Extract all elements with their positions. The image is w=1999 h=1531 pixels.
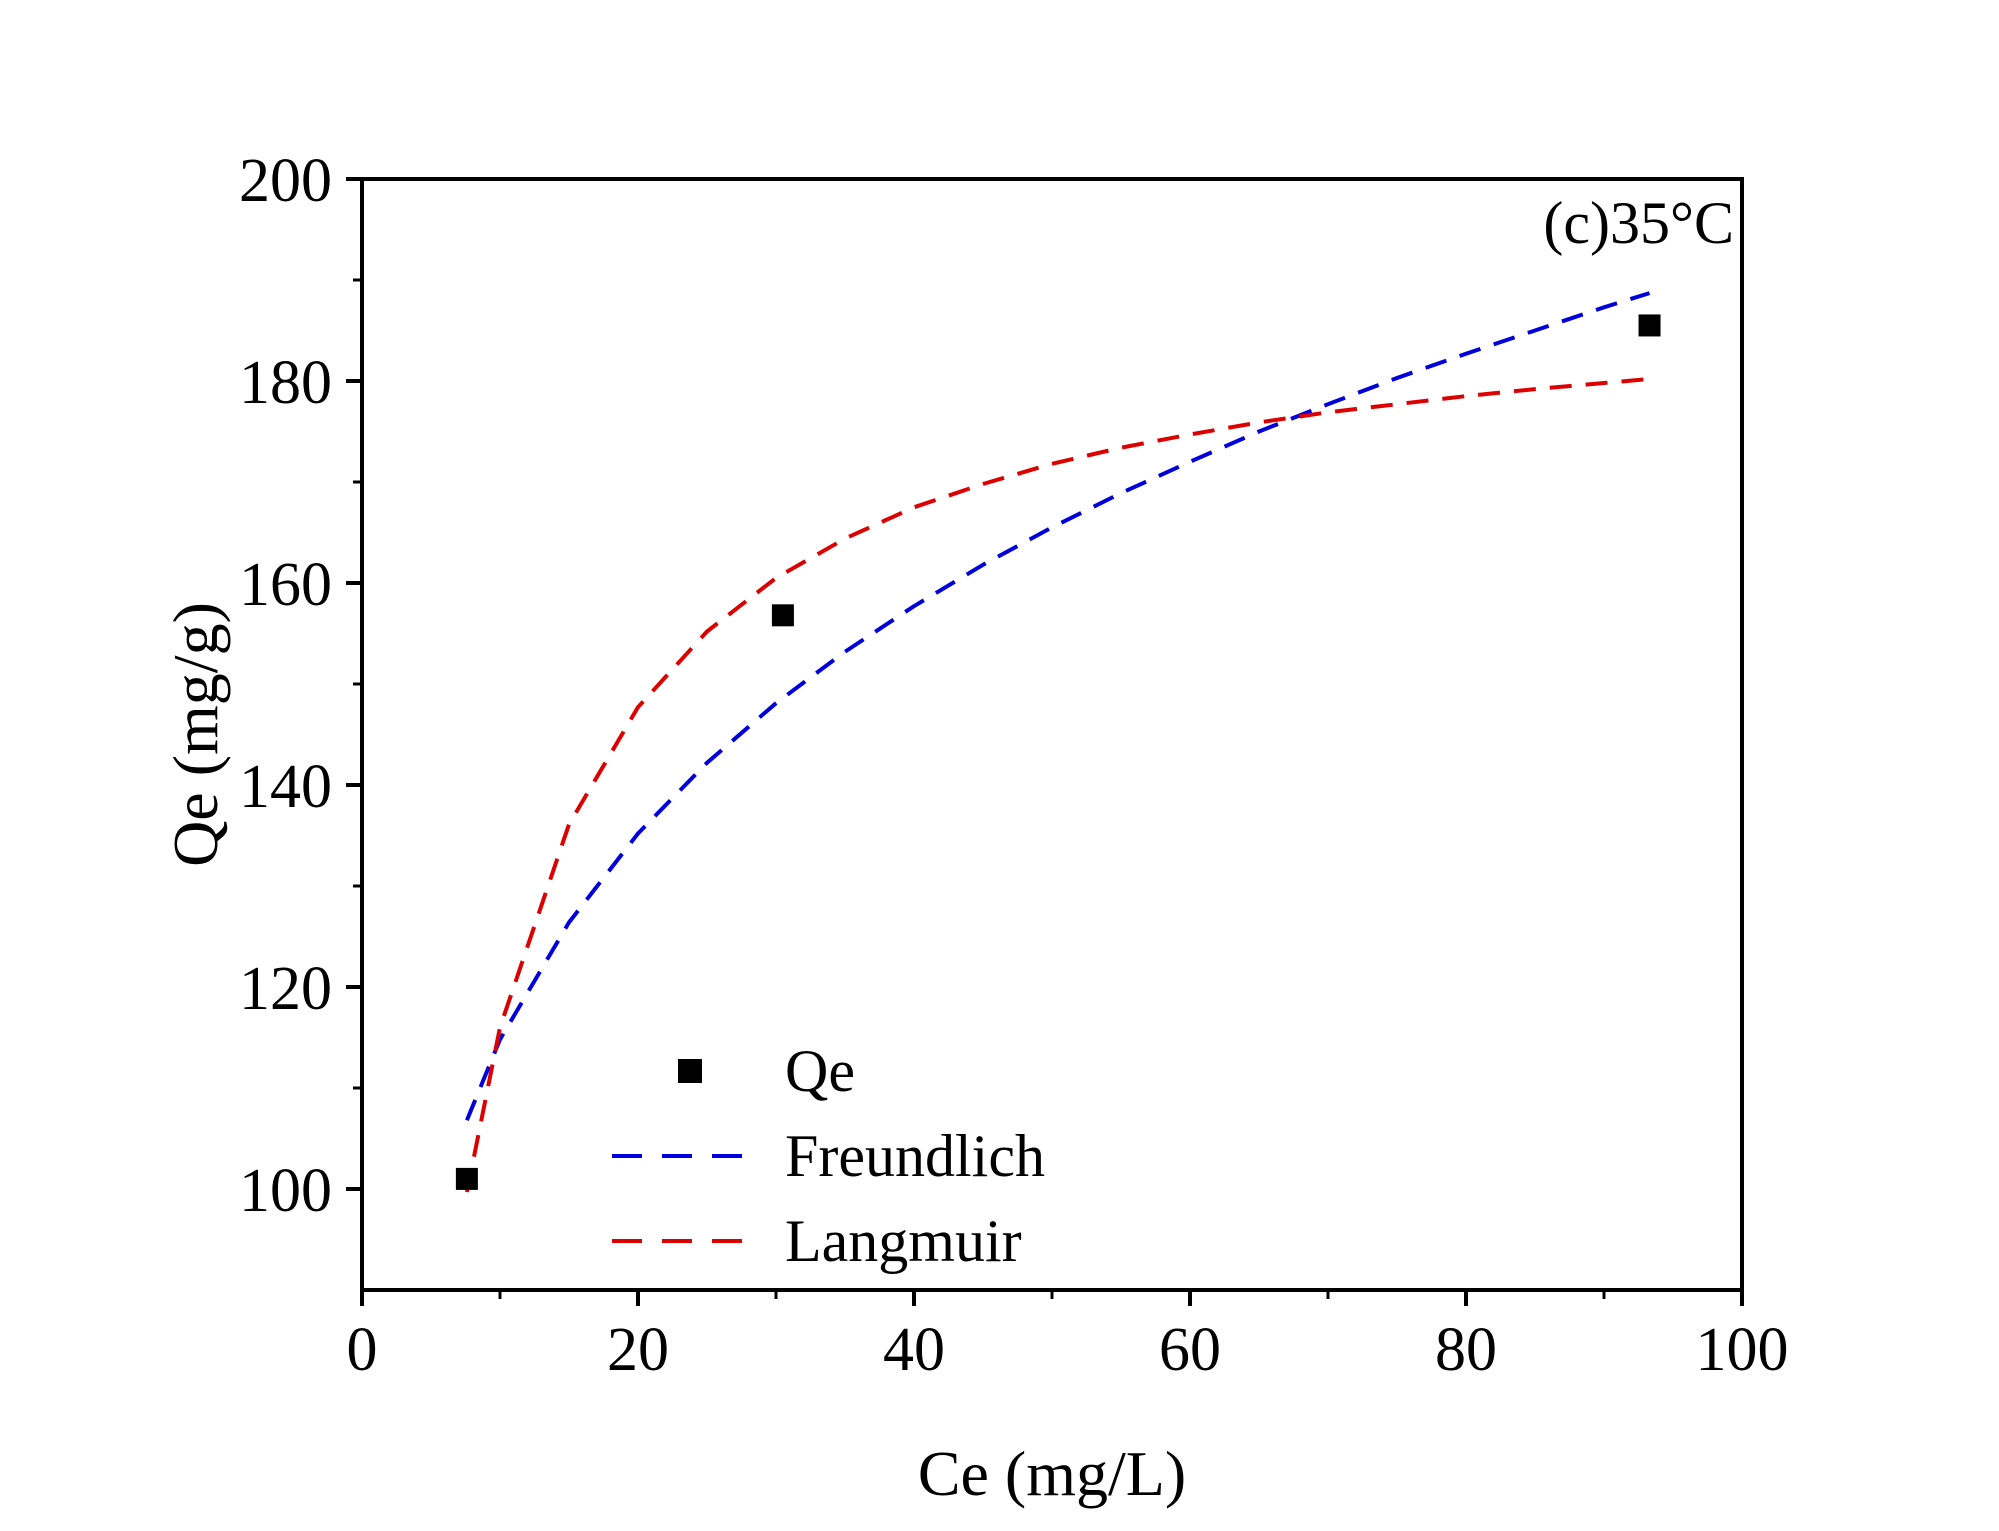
y-tick-label: 140	[239, 753, 332, 821]
y-axis-title: Qe (mg/g)	[160, 602, 231, 867]
x-tick-label: 80	[1435, 1316, 1497, 1384]
panel-annotation: (c)35°C	[1543, 190, 1734, 256]
x-axis-title: Ce (mg/L)	[918, 1438, 1186, 1509]
legend-label-freundlich: Freundlich	[785, 1123, 1045, 1189]
legend: Qe Freundlich Langmuir	[612, 1038, 1045, 1274]
x-tick-label: 40	[883, 1316, 945, 1384]
y-tick-label: 120	[239, 955, 332, 1023]
legend-label-langmuir: Langmuir	[785, 1208, 1022, 1274]
axis-ticks: 0 20 40 60 80 100 100 120 140 160 180 200	[239, 147, 1789, 1384]
data-point-qe	[1638, 314, 1661, 337]
data-point-qe	[455, 1167, 478, 1190]
legend-marker-qe	[678, 1059, 702, 1083]
y-tick-label: 100	[239, 1157, 332, 1225]
x-tick-label: 100	[1696, 1316, 1789, 1384]
plot-frame	[360, 177, 1744, 1292]
series-line-langmuir	[464, 377, 1650, 1193]
y-tick-label: 180	[239, 349, 332, 417]
y-tick-label: 160	[239, 551, 332, 619]
x-tick-label: 60	[1159, 1316, 1221, 1384]
y-tick-label: 200	[239, 147, 332, 215]
series-line-freundlich	[465, 291, 1651, 1122]
x-tick-label: 0	[347, 1316, 378, 1384]
legend-label-qe: Qe	[785, 1038, 855, 1104]
data-point-qe	[771, 604, 794, 627]
x-tick-label: 20	[607, 1316, 669, 1384]
series-layer	[455, 291, 1661, 1193]
